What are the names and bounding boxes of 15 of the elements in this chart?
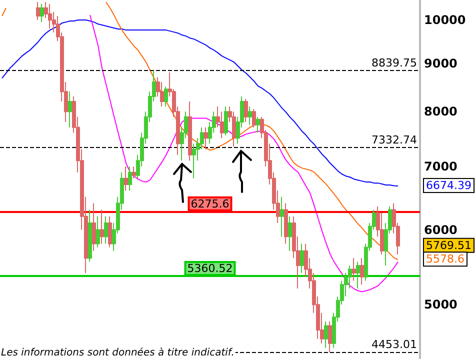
ref-line-label: 7332.74	[372, 133, 417, 146]
y-tick-label: 5000	[424, 298, 458, 312]
text: 6674.39	[426, 179, 472, 192]
ref-line-label: 6275.6	[190, 197, 230, 210]
y-tick-label: 6000	[424, 222, 458, 237]
ref-line-label: 8839.75	[372, 56, 417, 70]
y-tick-label: 8000	[424, 104, 458, 119]
text: 5578.6	[426, 252, 464, 266]
ref-line-label: 5360.52	[187, 262, 233, 276]
y-tick-label: 9000	[424, 56, 458, 70]
y-tick-label: 7000	[424, 159, 458, 174]
text: 5769.51	[426, 238, 472, 252]
annotation: Les informations sont données à titre indicatif.	[1, 348, 234, 358]
ref-line-label: 4453.01	[372, 338, 417, 352]
y-tick-label: 10000	[424, 13, 466, 28]
